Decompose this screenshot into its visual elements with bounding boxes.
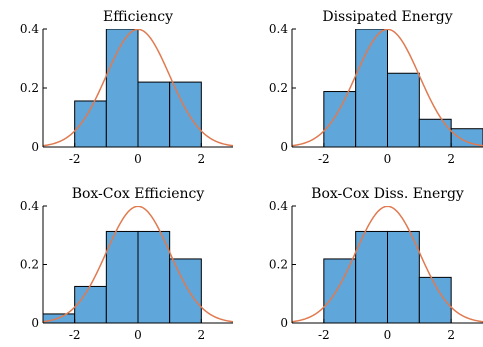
histogram-bar [105, 29, 139, 147]
histogram-bar [355, 29, 388, 147]
y-tick-label: 0.2 [20, 81, 39, 95]
y-tick-label: 0.4 [20, 22, 39, 36]
histogram-bar [387, 230, 420, 323]
y-tick-label: 0.2 [20, 258, 39, 272]
subplot-title: Dissipated Energy [322, 9, 452, 25]
x-tick-label: 2 [198, 152, 206, 166]
y-tick-label: 0.2 [269, 258, 288, 272]
subplot-title: Box-Cox Diss. Energy [311, 186, 464, 202]
histogram-bar [355, 230, 388, 323]
plot-area [292, 206, 483, 323]
x-tick-label: 0 [384, 328, 392, 342]
subplot-1: -2 0 2 0 0.2 0.4 Efficiency [20, 9, 233, 166]
x-tick-label: 0 [134, 152, 142, 166]
histogram-bar [137, 81, 171, 147]
subplot-4: -2 0 2 0 0.2 0.4 Box-Cox Diss. Energy [269, 186, 483, 342]
histogram-bar [74, 285, 107, 323]
y-tick-label: 0 [280, 316, 288, 330]
histogram-bar [323, 258, 357, 323]
x-tick-label: 0 [384, 152, 392, 166]
x-tick-label: -2 [69, 152, 81, 166]
normal-pdf-curve [292, 206, 483, 323]
x-tick-label: 2 [198, 328, 206, 342]
histogram-bar [169, 81, 202, 147]
subplot-2: -2 0 2 0 0.2 0.4 Dissipated Energy [269, 9, 483, 166]
subplot-3: -2 0 2 0 0.2 0.4 Box-Cox Efficiency [20, 186, 233, 342]
y-tick-label: 0.4 [269, 199, 288, 213]
x-tick-label: 2 [447, 328, 455, 342]
x-tick-label: -2 [318, 328, 330, 342]
y-tick-label: 0 [31, 316, 39, 330]
y-tick-label: 0.2 [269, 81, 288, 95]
normal-pdf-curve [292, 29, 483, 147]
subplot-title: Box-Cox Efficiency [72, 186, 205, 202]
histogram-bar [323, 91, 357, 147]
y-tick-label: 0 [31, 140, 39, 154]
y-tick-label: 0.4 [269, 22, 288, 36]
histogram-bar [105, 230, 139, 323]
histogram-bar [418, 118, 452, 147]
x-tick-label: -2 [69, 328, 81, 342]
x-tick-label: 0 [134, 328, 142, 342]
histogram-bar [137, 230, 171, 323]
plot-area [43, 206, 233, 323]
plot-area [292, 29, 483, 147]
subplot-title: Efficiency [103, 9, 173, 25]
y-tick-label: 0 [280, 140, 288, 154]
histogram-bar [169, 258, 202, 323]
plot-area [43, 29, 233, 147]
x-tick-label: 2 [447, 152, 455, 166]
normal-pdf-curve [43, 29, 233, 147]
histogram-bar [387, 72, 420, 147]
y-tick-label: 0.4 [20, 199, 39, 213]
x-tick-label: -2 [318, 152, 330, 166]
normal-pdf-curve [43, 206, 233, 323]
